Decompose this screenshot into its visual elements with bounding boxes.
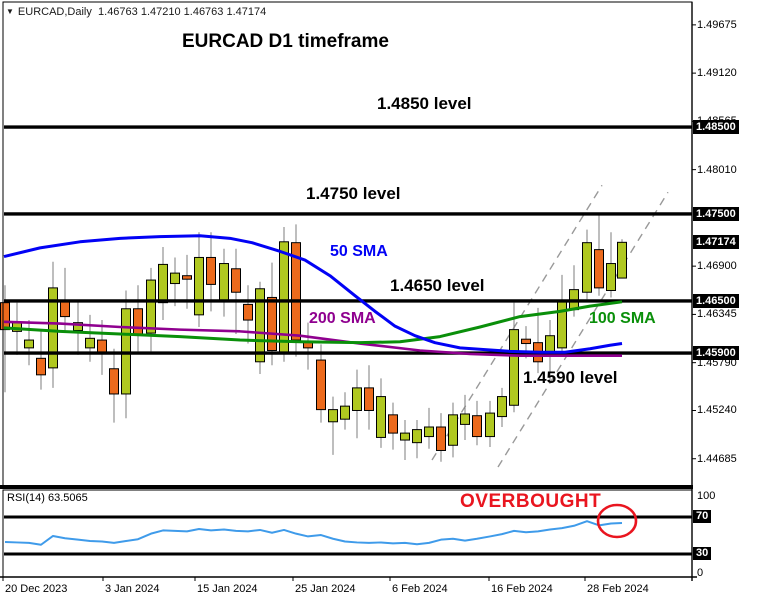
date-label: 3 Jan 2024 — [105, 583, 160, 595]
price-badge: 1.45900 — [693, 346, 739, 361]
price-badge: 1.48500 — [693, 120, 739, 135]
date-label: 6 Feb 2024 — [392, 583, 448, 595]
y-axis-tick-label: 1.46900 — [697, 260, 737, 273]
level-label-14650: 1.4650 level — [390, 276, 485, 295]
price-badge: 1.47174 — [693, 235, 739, 250]
y-axis-tick-label: 1.45240 — [697, 404, 737, 417]
chart-title: EURCAD D1 timeframe — [182, 31, 389, 52]
date-label: 20 Dec 2023 — [5, 583, 68, 595]
rsi-scale-label: 70 — [693, 510, 712, 523]
y-axis-tick-label: 1.49675 — [697, 18, 737, 31]
chart-header: ▼ EURCAD,Daily 1.46763 1.47210 1.46763 1.… — [6, 6, 266, 18]
rsi-indicator-label: RSI(14) 63.5065 — [7, 492, 88, 504]
y-axis-tick-label: 1.46345 — [697, 308, 737, 321]
sma50-label: 50 SMA — [330, 243, 388, 260]
level-label-14850: 1.4850 level — [377, 94, 472, 113]
y-axis-tick-label: 1.49120 — [697, 67, 737, 80]
date-label: 25 Jan 2024 — [295, 583, 356, 595]
date-label: 16 Feb 2024 — [491, 583, 553, 595]
overbought-label: OVERBOUGHT — [460, 491, 602, 512]
symbol-dropdown-icon[interactable]: ▼ — [6, 7, 14, 16]
rsi-scale-label: 0 — [697, 567, 704, 579]
sma100-label: 100 SMA — [589, 310, 656, 327]
ohlc-values: 1.46763 1.47210 1.46763 1.47174 — [98, 6, 267, 18]
price-badge: 1.47500 — [693, 206, 739, 221]
rsi-scale-label: 30 — [693, 547, 712, 560]
y-axis-tick-label: 1.44685 — [697, 452, 737, 465]
sma200-label: 200 SMA — [309, 310, 376, 327]
level-label-14590: 1.4590 level — [523, 368, 618, 387]
date-label: 28 Feb 2024 — [587, 583, 649, 595]
date-label: 15 Jan 2024 — [197, 583, 258, 595]
symbol-label: EURCAD,Daily — [17, 6, 92, 18]
rsi-scale-label: 100 — [697, 490, 716, 502]
level-label-14750: 1.4750 level — [306, 184, 401, 203]
y-axis-tick-label: 1.48010 — [697, 163, 737, 176]
price-badge: 1.46500 — [693, 293, 739, 308]
